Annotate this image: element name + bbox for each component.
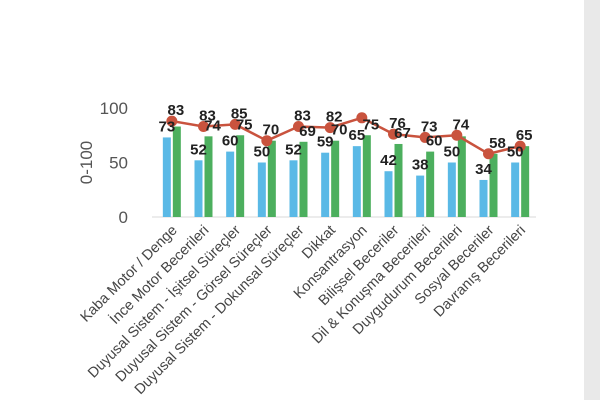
data-label: 52 bbox=[285, 141, 302, 158]
data-label: 74 bbox=[452, 116, 469, 133]
bar-series1 bbox=[162, 137, 171, 217]
data-label: 73 bbox=[158, 118, 175, 135]
bar-series2 bbox=[521, 146, 530, 217]
bar-series1 bbox=[511, 162, 520, 217]
bar-series2 bbox=[426, 151, 435, 217]
bar-series2 bbox=[267, 140, 276, 217]
line-point bbox=[451, 129, 463, 141]
line-point bbox=[229, 118, 241, 130]
bar-series1 bbox=[321, 152, 330, 217]
data-label: 70 bbox=[331, 122, 348, 139]
line-point bbox=[324, 122, 336, 134]
line-point bbox=[419, 131, 431, 143]
bar-series2 bbox=[457, 136, 466, 217]
bar-series1 bbox=[416, 175, 425, 217]
bar-series2 bbox=[394, 143, 403, 217]
line-point bbox=[388, 128, 399, 140]
data-label: 75 bbox=[236, 116, 253, 133]
data-label: 60 bbox=[426, 133, 443, 150]
data-label: 83 bbox=[199, 108, 216, 125]
data-label: 75 bbox=[362, 116, 379, 133]
bar-series2 bbox=[299, 141, 308, 217]
bar-series2 bbox=[362, 135, 371, 217]
bar-series2 bbox=[204, 136, 213, 217]
bar-series2 bbox=[331, 140, 340, 217]
line-point bbox=[483, 148, 494, 160]
bar-series1 bbox=[352, 146, 361, 217]
data-label: 60 bbox=[222, 133, 239, 150]
line-point bbox=[261, 135, 273, 147]
data-label: 38 bbox=[412, 157, 429, 174]
bar-series1 bbox=[289, 160, 298, 217]
data-label: 42 bbox=[380, 152, 397, 169]
data-label: 70 bbox=[262, 122, 279, 139]
bar-series1 bbox=[257, 162, 266, 217]
y-tick-label: 50 bbox=[109, 154, 128, 173]
bar-series1 bbox=[479, 179, 488, 217]
line-point bbox=[166, 115, 178, 127]
data-label: 76 bbox=[389, 115, 406, 132]
data-label: 59 bbox=[317, 134, 334, 151]
data-label: 83 bbox=[167, 102, 184, 119]
bar-series1 bbox=[226, 151, 235, 217]
data-label: 74 bbox=[204, 117, 221, 134]
data-label: 34 bbox=[475, 161, 492, 178]
data-label: 85 bbox=[231, 105, 248, 122]
bar-series2 bbox=[489, 153, 498, 217]
data-label: 50 bbox=[253, 144, 270, 161]
bar-series1 bbox=[447, 162, 456, 217]
y-axis-title: 0-100 bbox=[77, 141, 96, 184]
bar-series1 bbox=[384, 171, 393, 217]
data-label: 83 bbox=[294, 108, 311, 125]
data-label: 67 bbox=[394, 125, 411, 142]
y-tick-label: 100 bbox=[100, 99, 128, 118]
line-point bbox=[356, 112, 368, 124]
data-label: 52 bbox=[190, 141, 207, 158]
scrollbar-track[interactable] bbox=[584, 0, 600, 400]
data-label: 69 bbox=[299, 123, 316, 140]
data-label: 50 bbox=[507, 144, 524, 161]
bar-series2 bbox=[172, 126, 181, 217]
bar-series1 bbox=[194, 160, 203, 217]
y-tick-label: 0 bbox=[119, 208, 128, 227]
chart-card: 73 Kaba Motor / Denge 52 74 İnce Motor Becer… bbox=[0, 0, 584, 400]
data-label: 50 bbox=[443, 144, 460, 161]
line-point bbox=[293, 121, 304, 133]
data-label: 58 bbox=[489, 135, 506, 152]
line-point bbox=[198, 121, 209, 133]
data-label: 65 bbox=[516, 127, 533, 144]
line-point bbox=[514, 140, 526, 152]
bar-series2 bbox=[236, 135, 245, 217]
data-label: 82 bbox=[326, 109, 343, 126]
data-label: 65 bbox=[348, 127, 365, 144]
data-label: 73 bbox=[421, 118, 438, 135]
